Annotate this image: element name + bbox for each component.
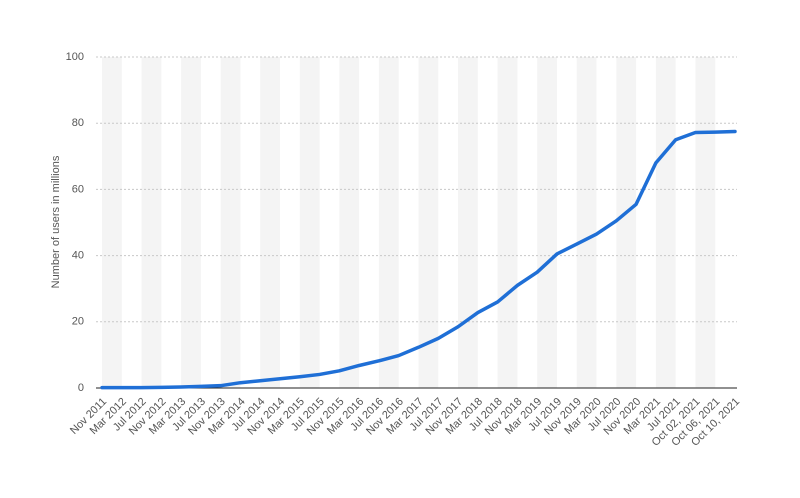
band	[695, 57, 716, 388]
band	[339, 57, 360, 388]
band	[497, 57, 518, 388]
band	[141, 57, 162, 388]
y-tick-label: 60	[72, 183, 84, 195]
band	[418, 57, 439, 388]
y-tick-label: 80	[72, 117, 84, 129]
band	[616, 57, 637, 388]
band	[220, 57, 241, 388]
band	[299, 57, 320, 388]
band	[260, 57, 281, 388]
data-line	[100, 129, 737, 390]
y-tick-label: 40	[72, 250, 84, 262]
band	[655, 57, 676, 388]
band	[458, 57, 478, 388]
y-tick-label: 0	[78, 382, 84, 394]
band	[537, 57, 557, 388]
y-tick-label: 100	[66, 51, 84, 63]
band	[181, 57, 201, 388]
band	[378, 57, 399, 388]
band	[102, 57, 122, 388]
band	[576, 57, 597, 388]
y-axis-title: Number of users in millions	[50, 155, 62, 288]
y-tick-label: 20	[72, 316, 84, 328]
